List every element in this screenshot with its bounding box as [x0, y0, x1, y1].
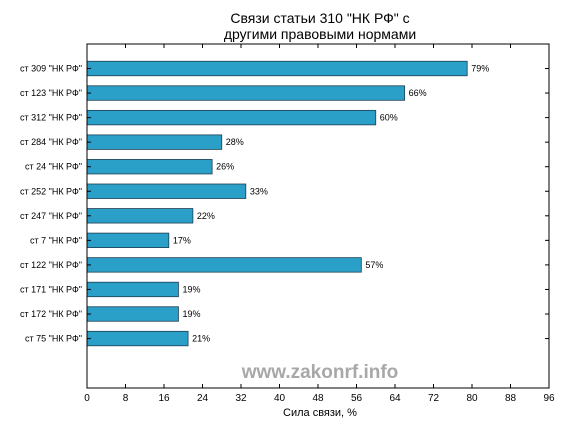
value-label: 66% — [409, 88, 427, 98]
bar — [86, 232, 170, 249]
x-tick-label: 24 — [197, 393, 209, 404]
category-label: ст 284 "НК РФ" — [20, 137, 82, 147]
value-label: 57% — [365, 260, 383, 270]
value-label: 21% — [192, 334, 210, 344]
bar — [86, 208, 194, 224]
x-tick-label: 16 — [158, 393, 170, 404]
bar — [86, 257, 362, 273]
category-label: ст 172 "НК РФ" — [20, 309, 82, 319]
bar — [86, 134, 223, 150]
bar — [86, 330, 189, 347]
x-tick-label: 72 — [428, 393, 440, 404]
value-label: 22% — [197, 211, 215, 221]
bar — [86, 109, 377, 126]
category-label: ст 171 "НК РФ" — [20, 284, 82, 294]
value-label: 60% — [380, 113, 398, 123]
category-label: ст 75 "НК РФ" — [25, 334, 82, 344]
x-tick-label: 48 — [312, 393, 324, 404]
bar — [86, 85, 406, 101]
category-label: ст 24 "НК РФ" — [25, 162, 82, 172]
x-tick-label: 64 — [389, 393, 401, 404]
bar — [86, 183, 247, 199]
watermark: www.zakonrf.info — [241, 362, 399, 383]
bar — [86, 281, 179, 298]
x-axis-label: Сила связи, % — [283, 407, 357, 419]
value-label: 79% — [471, 64, 489, 74]
x-tick-label: 40 — [274, 393, 286, 404]
category-label: ст 309 "НК РФ" — [20, 64, 82, 74]
chart-title-line-1: Связи статьи 310 "НК РФ" с — [230, 10, 409, 26]
x-tick-label: 80 — [466, 393, 478, 404]
bars-layer: 79% 66% 60% 28% 26% 33% 22% 17% 57% 19% 19% 21% — [86, 60, 489, 347]
x-tick-label: 96 — [543, 393, 555, 404]
bar — [86, 60, 468, 77]
x-tick-label: 88 — [505, 393, 517, 404]
category-label: ст 247 "НК РФ" — [20, 211, 82, 221]
category-label: ст 312 "НК РФ" — [20, 113, 82, 123]
x-tick-label: 8 — [123, 393, 129, 404]
category-label: ст 252 "НК РФ" — [20, 186, 82, 196]
bar — [86, 306, 179, 322]
x-tick-label: 32 — [235, 393, 247, 404]
category-label: ст 122 "НК РФ" — [20, 260, 82, 270]
value-label: 26% — [216, 162, 234, 172]
value-label: 28% — [226, 137, 244, 147]
x-tick-label: 56 — [351, 393, 363, 404]
x-tick-label: 0 — [84, 393, 90, 404]
category-label: ст 123 "НК РФ" — [20, 88, 82, 98]
bar — [86, 159, 213, 175]
axis-layer: ст 309 "НК РФ" ст 123 "НК РФ" ст 312 "НК Р… — [20, 44, 555, 404]
value-label: 19% — [182, 309, 200, 319]
value-label: 17% — [173, 235, 191, 245]
category-label: ст 7 "НК РФ" — [30, 235, 82, 245]
value-label: 19% — [182, 284, 200, 294]
chart-title-line-2: другими правовыми нормами — [224, 26, 416, 42]
value-label: 33% — [250, 186, 268, 196]
